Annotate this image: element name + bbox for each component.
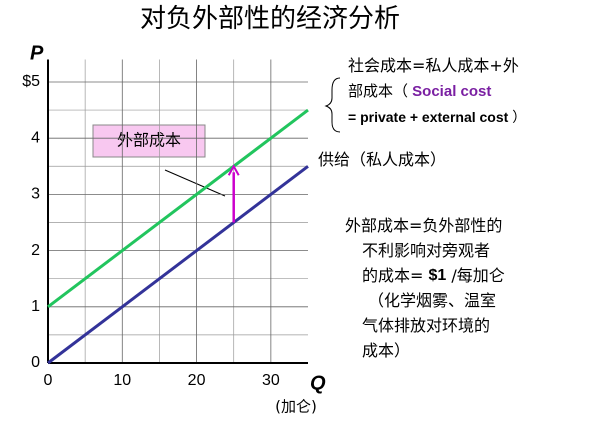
- label-segment: ）: [508, 109, 526, 125]
- y-tick-label: $5: [22, 73, 40, 90]
- x-tick-label: 0: [44, 372, 53, 389]
- label-segment: 社会成本=私人成本+外: [348, 56, 519, 75]
- note-segment: $1: [429, 267, 447, 284]
- line: [47, 165, 309, 365]
- brace: [324, 77, 341, 133]
- note-segment: 气体排放对环境的: [362, 316, 490, 335]
- note-segment: （化学烟雾、温室: [368, 291, 496, 310]
- note-line: 的成本= $1 /每加仑: [362, 266, 505, 285]
- y-tick-label: 3: [31, 186, 40, 203]
- callout-text: 外部成本: [117, 131, 181, 150]
- note-line: 成本）: [362, 341, 410, 360]
- y-tick-label: 2: [31, 242, 40, 259]
- x-tick-label: 10: [113, 372, 131, 389]
- note-line: 气体排放对环境的: [362, 316, 490, 335]
- label-segment: = private + external cost: [348, 109, 509, 125]
- callout-pointer: [164, 169, 226, 197]
- label-line: = private + external cost ）: [348, 109, 526, 125]
- y-tick-label: 0: [31, 354, 40, 371]
- label-line: 供给（私人成本）: [318, 150, 446, 169]
- label-segment: 部成本（: [348, 83, 412, 100]
- y-tick-label: 4: [31, 129, 40, 146]
- note-line: （化学烟雾、温室: [368, 291, 496, 310]
- x-axis-label: Q: [310, 372, 326, 394]
- note-segment: 外部成本=负外部性的: [345, 216, 502, 235]
- x-tick-label: 20: [188, 372, 206, 389]
- label-line: 部成本（ Social cost: [348, 83, 491, 100]
- note-line: 外部成本=负外部性的: [345, 216, 502, 235]
- callout-box: [92, 124, 206, 158]
- y-tick-label: 1: [31, 298, 40, 315]
- label-line: 社会成本=私人成本+外: [348, 56, 519, 75]
- line: [47, 108, 309, 308]
- arrow-head: [227, 164, 240, 176]
- note-segment: 的成本=: [362, 266, 429, 285]
- note-segment: /每加仑: [446, 266, 504, 285]
- label-segment: 供给（私人成本）: [318, 150, 446, 169]
- chart-title: 对负外部性的经济分析: [140, 4, 400, 34]
- label-segment: Social cost: [412, 83, 491, 100]
- note-segment: 成本）: [362, 341, 410, 360]
- note-line: 不利影响对旁观者: [362, 241, 490, 260]
- x-axis-unit: (加仑): [275, 398, 317, 416]
- y-axis-label: P: [30, 42, 44, 64]
- x-tick-label: 30: [262, 372, 280, 389]
- note-segment: 不利影响对旁观者: [362, 241, 490, 260]
